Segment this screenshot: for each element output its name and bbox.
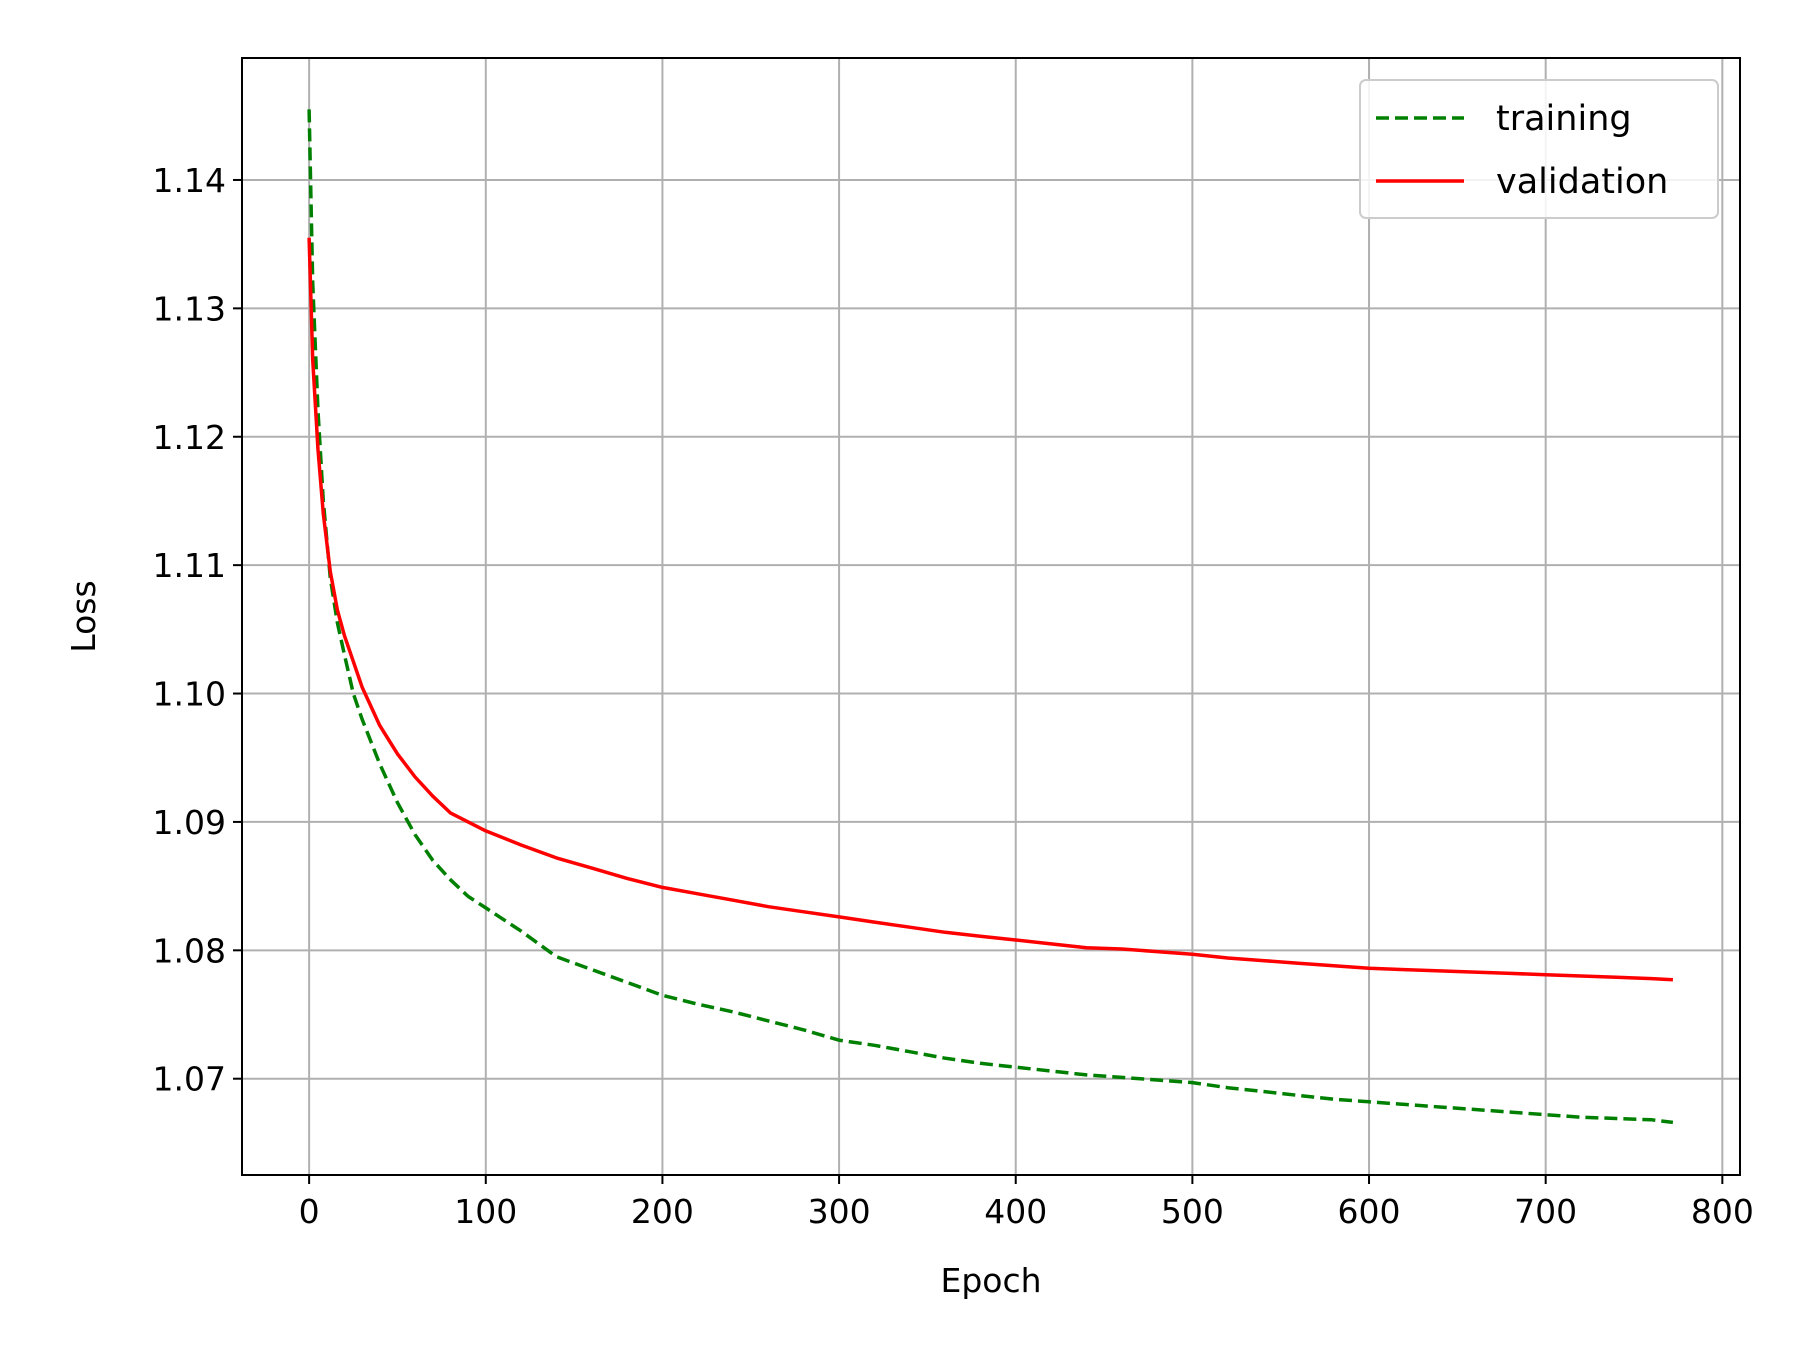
y-tick-label: 1.07 xyxy=(153,1060,226,1099)
x-tick-label: 0 xyxy=(299,1192,320,1231)
y-tick-label: 1.12 xyxy=(153,418,226,457)
x-tick-label: 100 xyxy=(454,1192,517,1231)
series-line-training xyxy=(307,109,1674,1125)
y-tick-label: 1.11 xyxy=(153,546,226,585)
legend-label-validation: validation xyxy=(1496,162,1668,202)
series-layer xyxy=(307,109,1674,1125)
grid xyxy=(242,58,1740,1175)
y-tick-label: 1.08 xyxy=(153,931,226,970)
x-tick-label: 500 xyxy=(1161,1192,1224,1231)
x-tick-label: 200 xyxy=(631,1192,694,1231)
series-line-validation xyxy=(307,237,1673,982)
legend: training validation xyxy=(1359,79,1719,219)
legend-label-training: training xyxy=(1496,99,1632,139)
x-axis-title: Epoch xyxy=(940,1261,1041,1300)
y-tick-label: 1.14 xyxy=(153,161,226,200)
ticks: 0 100 200 300 400 500 600 700 800 1.07 1.08 1.09 1.1… xyxy=(153,161,1754,1231)
y-tick-label: 1.13 xyxy=(153,289,226,328)
x-tick-label: 600 xyxy=(1338,1192,1401,1231)
plot-frame xyxy=(241,57,1741,1176)
y-tick-label: 1.10 xyxy=(153,675,226,714)
y-tick-label: 1.09 xyxy=(153,803,226,842)
x-tick-label: 700 xyxy=(1514,1192,1577,1231)
legend-box xyxy=(1359,79,1719,219)
x-tick-label: 300 xyxy=(808,1192,871,1231)
x-tick-label: 400 xyxy=(984,1192,1047,1231)
y-axis-title: Loss xyxy=(64,580,103,652)
x-tick-label: 800 xyxy=(1691,1192,1754,1231)
